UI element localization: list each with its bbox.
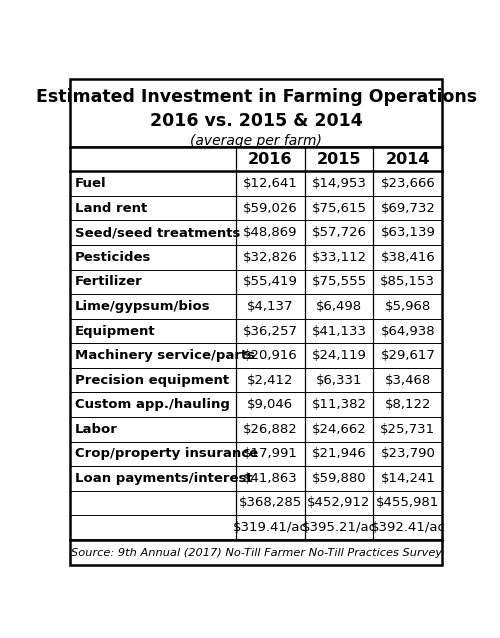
Text: $452,912: $452,912 <box>308 496 370 510</box>
Text: $23,790: $23,790 <box>380 447 436 461</box>
Text: Estimated Investment in Farming Operations: Estimated Investment in Farming Operatio… <box>36 88 477 106</box>
Text: $24,119: $24,119 <box>312 349 366 362</box>
Text: $14,953: $14,953 <box>312 177 366 190</box>
Text: $48,869: $48,869 <box>243 226 298 239</box>
Text: Precision equipment: Precision equipment <box>75 374 229 387</box>
Text: 2015: 2015 <box>317 152 362 167</box>
Text: Land rent: Land rent <box>75 202 147 215</box>
Text: $55,419: $55,419 <box>243 276 298 288</box>
Text: Fertilizer: Fertilizer <box>75 276 142 288</box>
Text: Machinery service/parts: Machinery service/parts <box>75 349 255 362</box>
Text: $17,991: $17,991 <box>243 447 298 461</box>
Text: $319.41/ac: $319.41/ac <box>233 521 308 534</box>
Text: $12,641: $12,641 <box>243 177 298 190</box>
Text: $29,617: $29,617 <box>380 349 436 362</box>
Text: $41,133: $41,133 <box>312 325 366 338</box>
Text: $455,981: $455,981 <box>376 496 440 510</box>
Text: $59,880: $59,880 <box>312 472 366 485</box>
Text: $6,331: $6,331 <box>316 374 362 387</box>
Text: $85,153: $85,153 <box>380 276 436 288</box>
Text: $32,826: $32,826 <box>243 251 298 264</box>
Text: $392.41/ac: $392.41/ac <box>370 521 446 534</box>
Text: 2014: 2014 <box>386 152 430 167</box>
Text: $24,662: $24,662 <box>312 423 366 436</box>
Text: 2016 vs. 2015 & 2014: 2016 vs. 2015 & 2014 <box>150 112 362 130</box>
Text: $21,946: $21,946 <box>312 447 366 461</box>
Bar <box>70 540 442 565</box>
Text: $36,257: $36,257 <box>242 325 298 338</box>
Text: 2016: 2016 <box>248 152 292 167</box>
Text: $64,938: $64,938 <box>380 325 435 338</box>
Text: Labor: Labor <box>75 423 118 436</box>
Bar <box>70 147 442 540</box>
Text: (average per farm): (average per farm) <box>190 134 322 148</box>
Text: $57,726: $57,726 <box>312 226 366 239</box>
Text: $75,555: $75,555 <box>312 276 366 288</box>
Text: $33,112: $33,112 <box>312 251 366 264</box>
Text: $368,285: $368,285 <box>238 496 302 510</box>
Text: $20,916: $20,916 <box>243 349 298 362</box>
Text: $5,968: $5,968 <box>384 300 431 313</box>
Text: Equipment: Equipment <box>75 325 156 338</box>
Text: $11,382: $11,382 <box>312 398 366 412</box>
Text: $6,498: $6,498 <box>316 300 362 313</box>
Text: Fuel: Fuel <box>75 177 106 190</box>
Text: $14,241: $14,241 <box>380 472 436 485</box>
Text: $8,122: $8,122 <box>384 398 431 412</box>
Text: $2,412: $2,412 <box>247 374 294 387</box>
Text: $38,416: $38,416 <box>380 251 435 264</box>
Text: $25,731: $25,731 <box>380 423 436 436</box>
Text: Seed/seed treatments: Seed/seed treatments <box>75 226 240 239</box>
Text: $26,882: $26,882 <box>243 423 298 436</box>
Text: Loan payments/interest: Loan payments/interest <box>75 472 252 485</box>
Text: $395.21/ac: $395.21/ac <box>302 521 376 534</box>
Text: $9,046: $9,046 <box>247 398 294 412</box>
Text: $4,137: $4,137 <box>247 300 294 313</box>
Text: $69,732: $69,732 <box>380 202 436 215</box>
Text: Crop/property insurance: Crop/property insurance <box>75 447 258 461</box>
Text: $75,615: $75,615 <box>312 202 366 215</box>
Text: Custom app./hauling: Custom app./hauling <box>75 398 230 412</box>
Text: $63,139: $63,139 <box>380 226 436 239</box>
Text: $3,468: $3,468 <box>384 374 431 387</box>
Text: $23,666: $23,666 <box>380 177 435 190</box>
Text: $41,863: $41,863 <box>243 472 298 485</box>
Text: Lime/gypsum/bios: Lime/gypsum/bios <box>75 300 210 313</box>
Text: Pesticides: Pesticides <box>75 251 152 264</box>
Bar <box>70 79 442 147</box>
Text: $59,026: $59,026 <box>243 202 298 215</box>
Text: Source: 9th Annual (2017) No-Till Farmer No-Till Practices Survey: Source: 9th Annual (2017) No-Till Farmer… <box>70 547 442 558</box>
